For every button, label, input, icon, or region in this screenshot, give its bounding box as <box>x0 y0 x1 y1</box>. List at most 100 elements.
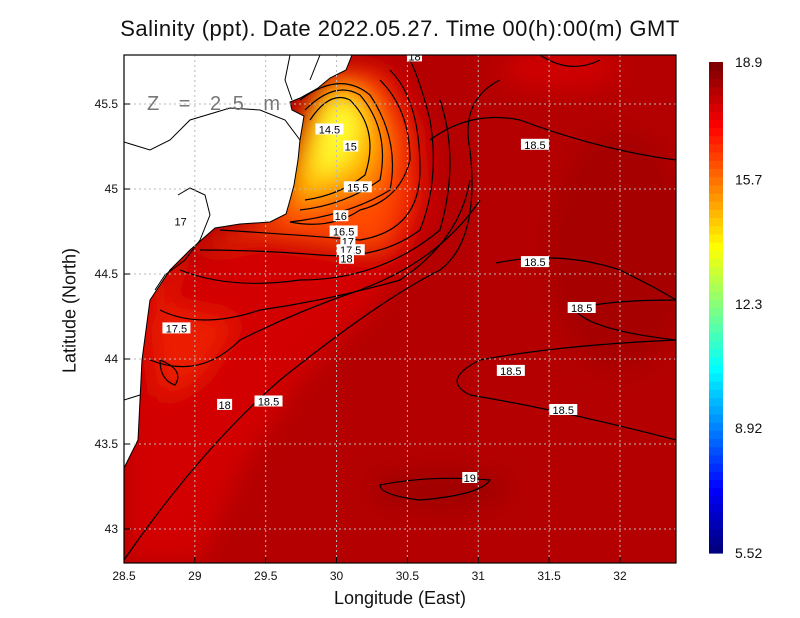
contour-label: 18.5 <box>258 397 279 409</box>
colorbar-segment <box>709 446 723 456</box>
colorbar-label: 5.52 <box>735 545 762 561</box>
colorbar-segment <box>709 536 723 546</box>
contour-label: 17 <box>175 216 187 228</box>
colorbar-segment <box>709 192 723 202</box>
colorbar-segment <box>709 405 723 415</box>
y-tick-label: 44.5 <box>95 267 119 281</box>
colorbar-segment <box>709 372 723 382</box>
x-tick-label: 31 <box>472 569 486 583</box>
contour-label: 15.5 <box>347 182 368 194</box>
colorbar-segment <box>709 422 723 431</box>
colorbar-label: 18.9 <box>735 54 762 70</box>
colorbar-segment <box>709 135 723 145</box>
colorbar-label: 8.92 <box>735 420 762 436</box>
y-axis-label: Latitude (North) <box>59 247 80 374</box>
colorbar-segment <box>709 143 723 153</box>
colorbar-segment <box>709 438 723 448</box>
contour-label-bg <box>254 395 283 407</box>
colorbar-segment <box>709 201 723 210</box>
contour-label-bg <box>343 140 359 152</box>
colorbar-segment <box>709 62 723 71</box>
land-mask <box>124 55 352 468</box>
colorbar-segment <box>709 299 723 309</box>
colorbar-segment <box>709 86 723 96</box>
contour-label: 16 <box>335 211 347 223</box>
contour-label: 18 <box>218 400 230 412</box>
colorbar-segment <box>709 209 723 219</box>
x-tick-label: 32 <box>613 569 627 583</box>
grid-lines <box>124 55 676 563</box>
x-tick-label: 29 <box>188 569 202 583</box>
colorbar-segment <box>709 340 723 350</box>
colorbar-segment <box>709 233 723 243</box>
contour-label-bg <box>217 398 233 410</box>
contour-label-bg <box>338 252 354 264</box>
colorbar-segment <box>709 258 723 268</box>
depth-label: Z = 2.5 m <box>147 93 283 115</box>
colorbar-segment <box>709 176 723 186</box>
contour-label-bg <box>549 404 578 415</box>
colorbar-segment <box>709 184 723 194</box>
colorbar-segment <box>709 102 723 112</box>
contour-label: 17.5 <box>166 323 187 335</box>
colorbar-segment <box>709 544 723 554</box>
colorbar-segment <box>709 119 723 129</box>
colorbar-label: 15.7 <box>735 171 762 187</box>
x-tick-label: 31.5 <box>537 569 561 583</box>
colorbar-segment <box>709 225 723 235</box>
colorbar-segment <box>709 94 723 104</box>
colorbar-segment <box>709 274 723 284</box>
colorbar-segment <box>709 430 723 440</box>
axis-ticks: 28.5 29 29.5 30 30.5 31 31.5 32 45.5 45 44.5 44 43.5… <box>95 97 627 583</box>
contour-label: 16.5 <box>333 227 354 239</box>
contour-label-bg <box>340 235 356 247</box>
colorbar-label: 12.3 <box>735 296 762 312</box>
colorbar-segment <box>709 315 723 325</box>
x-tick-label: 29.5 <box>254 569 278 583</box>
figure-title: Salinity (ppt). Date 2022.05.27. Time 00… <box>120 16 680 41</box>
colorbar-segment <box>709 152 723 161</box>
colorbar-segment <box>709 70 723 79</box>
contour-label-bg <box>520 256 549 268</box>
x-tick-label: 30.5 <box>396 569 420 583</box>
contour-label-bg <box>567 302 596 313</box>
contour-label: 18.5 <box>553 405 574 417</box>
contour-label-bg <box>343 181 372 193</box>
colorbar-segment <box>709 291 723 300</box>
colorbar-segment <box>709 479 723 489</box>
contour-label-bg <box>333 210 349 222</box>
colorbar-segment <box>709 250 723 259</box>
contour-label-bg <box>173 215 189 227</box>
y-tick-label: 44 <box>105 352 119 366</box>
colorbar-segment <box>709 381 723 390</box>
colorbar-segment <box>709 242 723 251</box>
colorbar-segment <box>709 282 723 292</box>
colorbar-segment <box>709 495 723 505</box>
contour-label: 18.5 <box>571 303 592 315</box>
colorbar-segment <box>709 389 723 399</box>
colorbar-segment <box>709 348 723 358</box>
contour-label-bg <box>336 244 365 256</box>
colorbar-segment <box>709 168 723 178</box>
contour-label-bg <box>406 55 422 62</box>
contour-label-bg <box>315 123 344 135</box>
colorbar-segment <box>709 332 723 341</box>
y-tick-label: 43.5 <box>95 437 119 451</box>
colorbar-segment <box>709 323 723 333</box>
y-tick-label: 45 <box>105 182 119 196</box>
contour-label-bg <box>520 138 549 150</box>
colorbar-segment <box>709 307 723 317</box>
colorbar-segment <box>709 266 723 276</box>
y-tick-label: 43 <box>105 522 119 536</box>
colorbar-segment <box>709 487 723 497</box>
contour-label: 19 <box>464 473 476 485</box>
contour-label: 18.5 <box>524 140 545 152</box>
x-axis-label: Longitude (East) <box>333 588 467 608</box>
colorbar-segment <box>709 160 723 169</box>
colorbar-segment <box>709 462 723 472</box>
contour-label: 18 <box>340 254 352 266</box>
colorbar-segment <box>709 111 723 120</box>
